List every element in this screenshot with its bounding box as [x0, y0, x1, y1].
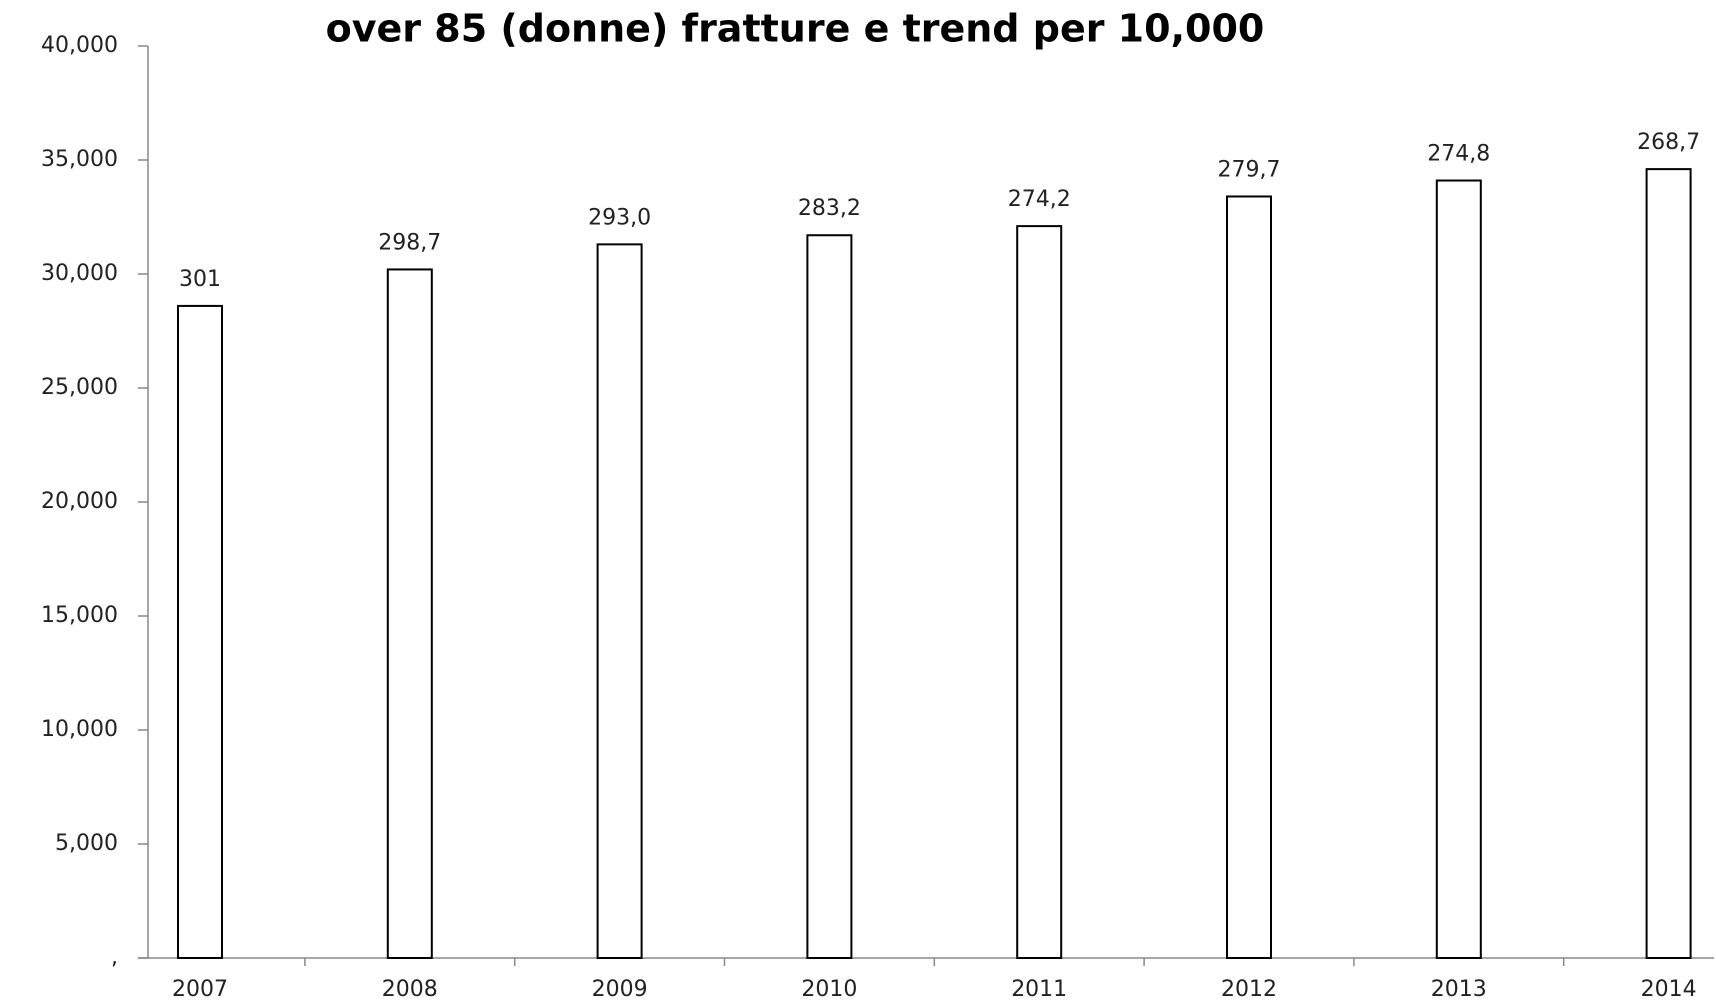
x-tick-label: 2012 [1221, 977, 1277, 1002]
bar [596, 243, 643, 960]
x-tick-label: 2013 [1431, 977, 1487, 1002]
y-tick-label: , [111, 945, 118, 970]
bar [1226, 195, 1272, 960]
annotation: 274,2 [1008, 187, 1071, 212]
bar [1645, 168, 1692, 959]
x-tick-label: 2011 [1011, 977, 1067, 1002]
chart-title: over 85 (donne) fratture e trend per 10,… [326, 7, 1265, 51]
annotation: 298,7 [378, 230, 441, 255]
annotation: 274,8 [1427, 142, 1490, 167]
y-tick-label: 15,000 [41, 603, 118, 628]
x-tick-label: 2010 [801, 977, 857, 1002]
y-tick-label: 5,000 [55, 831, 118, 856]
annotation: 279,7 [1218, 157, 1281, 182]
y-tick-label: 35,000 [41, 147, 118, 172]
annotation: 301 [179, 267, 221, 292]
bar [386, 268, 433, 959]
bar [806, 234, 853, 960]
y-tick-label: 40,000 [41, 33, 118, 58]
annotation: 268,7 [1637, 130, 1700, 155]
y-tick-label: 25,000 [41, 375, 118, 400]
bar [177, 304, 223, 960]
y-tick-label: 20,000 [41, 489, 118, 514]
x-tick-label: 2008 [382, 977, 438, 1002]
x-tick-label: 2009 [592, 977, 648, 1002]
x-tick-label: 2007 [172, 977, 228, 1002]
y-tick-label: 10,000 [41, 717, 118, 742]
bar [1435, 179, 1482, 959]
x-tick-label: 2014 [1641, 977, 1697, 1002]
annotation: 283,2 [798, 196, 861, 221]
y-tick-label: 30,000 [41, 261, 118, 286]
annotation: 293,0 [588, 205, 651, 230]
bar [1016, 225, 1063, 959]
